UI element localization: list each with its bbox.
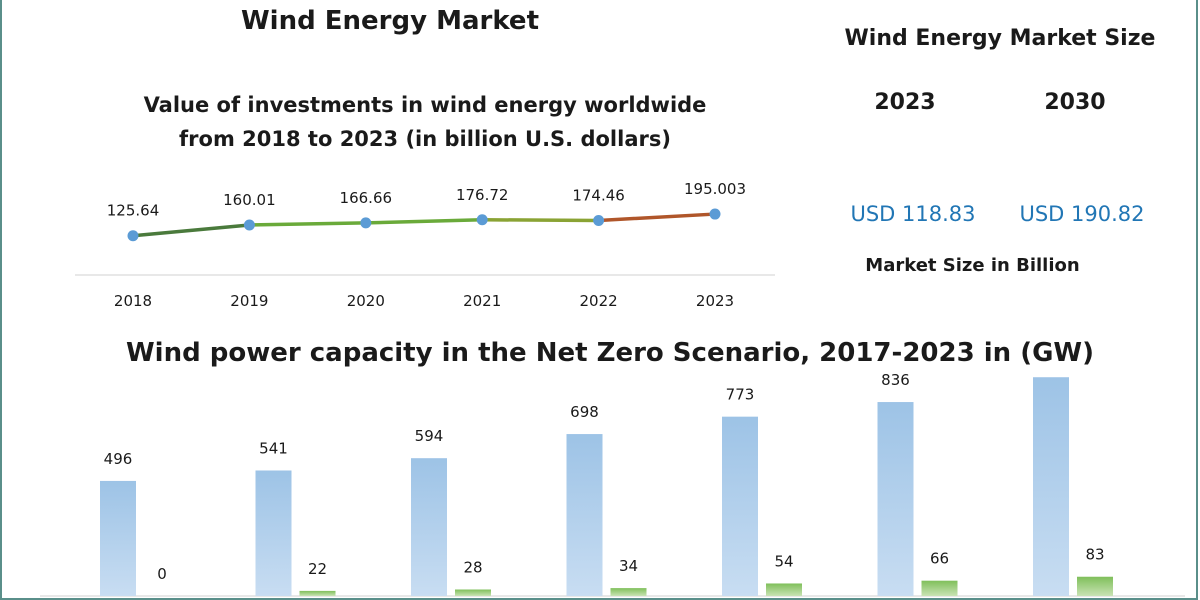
line-segment [131, 223, 252, 238]
bar-secondary [921, 580, 958, 596]
market-size-caption: Market Size in Billion [865, 255, 1080, 276]
line-chart-title: Value of investments in wind energy worl… [120, 88, 730, 156]
bar-secondary [299, 590, 336, 596]
line-point [360, 217, 372, 229]
bar-primary [1033, 377, 1069, 596]
bar-secondary-data-label: 83 [1085, 546, 1104, 564]
line-x-tick-label: 2023 [696, 292, 734, 310]
page-title: Wind Energy Market [241, 6, 539, 36]
line-point [709, 208, 721, 220]
line-chart-title-line-1: Value of investments in wind energy worl… [143, 93, 707, 117]
line-data-label: 174.46 [572, 186, 625, 204]
market-size-title: Wind Energy Market Size [844, 26, 1156, 51]
line-segment [596, 212, 717, 223]
market-size-value-2030: USD 190.82 [1019, 202, 1145, 226]
line-x-tick-label: 2018 [114, 292, 152, 310]
line-x-tick-label: 2019 [230, 292, 268, 310]
line-segment [364, 218, 484, 225]
capacity-bar-chart: 4960541225942869834773548366694383 [40, 371, 1185, 597]
bar-secondary-data-label: 22 [308, 560, 327, 578]
bar-secondary-data-label: 28 [463, 559, 482, 577]
market-size-value-2023: USD 118.83 [850, 202, 976, 226]
line-point [127, 230, 139, 242]
line-x-tick-label: 2020 [347, 292, 385, 310]
market-size-year-2030: 2030 [1044, 90, 1106, 115]
line-segment [480, 218, 601, 223]
bar-chart-title: Wind power capacity in the Net Zero Scen… [125, 338, 1094, 368]
bar-primary [722, 416, 758, 596]
bar-primary-data-label: 836 [881, 371, 910, 389]
line-segment [247, 221, 368, 227]
bar-secondary-data-label: 54 [774, 552, 793, 570]
line-data-label: 166.66 [340, 189, 393, 207]
bar-secondary-data-label: 66 [930, 550, 949, 568]
bar-primary [255, 470, 292, 596]
line-data-label: 160.01 [223, 191, 276, 209]
bar-primary [411, 458, 447, 596]
bar-secondary [766, 583, 802, 596]
line-point [243, 219, 255, 231]
bar-secondary-data-label: 0 [157, 565, 167, 583]
bar-primary-data-label: 496 [104, 450, 133, 468]
line-point [593, 214, 605, 226]
line-chart-title-line-2: from 2018 to 2023 (in billion U.S. dolla… [179, 127, 671, 151]
bar-secondary [610, 588, 647, 596]
line-x-tick-label: 2022 [580, 292, 618, 310]
bar-primary [566, 434, 603, 596]
line-data-label: 195.003 [684, 180, 746, 198]
bar-primary [100, 480, 136, 596]
market-size-year-2023: 2023 [874, 90, 936, 115]
bar-secondary [455, 589, 491, 596]
line-data-label: 176.72 [456, 186, 509, 204]
bar-primary [877, 402, 914, 596]
line-point [476, 214, 488, 226]
line-x-tick-label: 2021 [463, 292, 501, 310]
bar-secondary [1077, 576, 1113, 596]
bar-primary-data-label: 773 [726, 386, 755, 404]
investment-line-chart: 125.64 2018 160.01 2019 166.66 2020 176.72 2021… [75, 180, 775, 310]
bar-secondary-data-label: 34 [619, 557, 638, 575]
bar-primary-data-label: 541 [259, 439, 288, 457]
bar-primary-data-label: 698 [570, 403, 599, 421]
line-data-label: 125.64 [107, 202, 160, 220]
bar-primary-data-label: 594 [415, 427, 444, 445]
